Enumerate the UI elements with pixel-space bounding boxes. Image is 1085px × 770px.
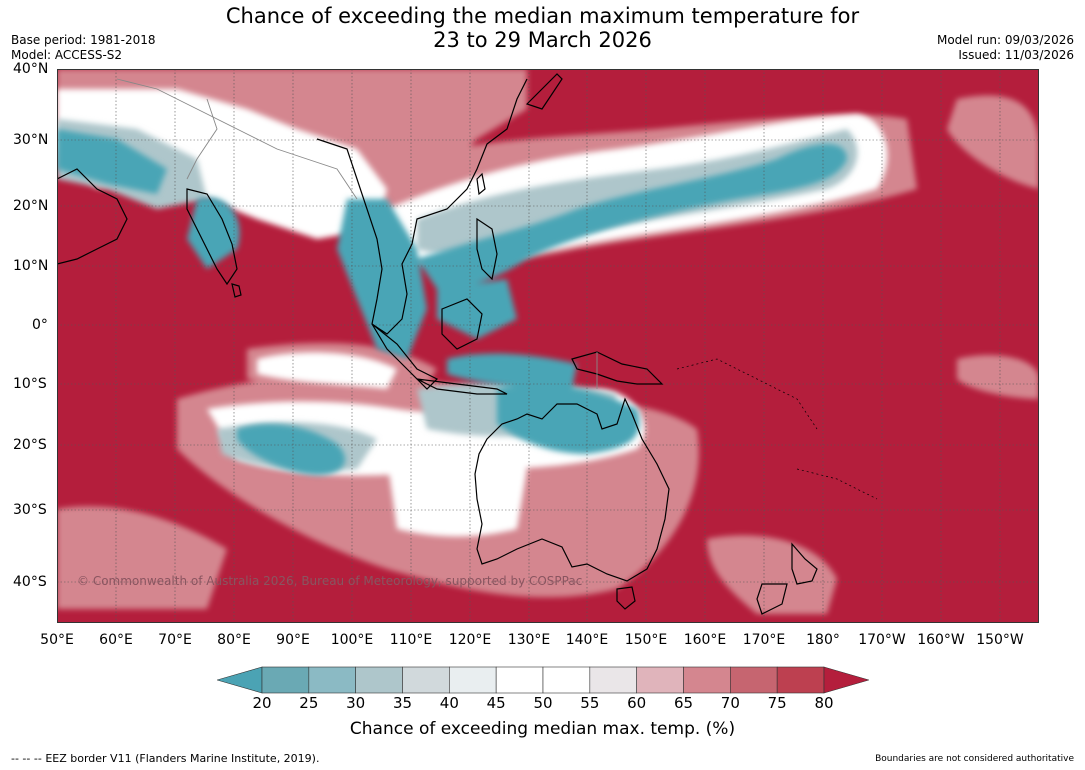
colorbar-tick-label: 20 bbox=[252, 694, 272, 712]
lon-label-160e: 160°E bbox=[683, 632, 727, 648]
model-name: Model: ACCESS-S2 bbox=[11, 48, 123, 62]
southeast-asia-coast bbox=[316, 78, 528, 335]
arabia-coast bbox=[57, 168, 128, 265]
lat-label-40s: 40°S bbox=[13, 574, 47, 590]
eez-legend-label: EEZ border V11 (Flanders Marine Institut… bbox=[45, 752, 320, 765]
colorbar-tick-label: 65 bbox=[673, 694, 694, 712]
japan-coast bbox=[525, 73, 563, 110]
map-title: Chance of exceeding the median maximum t… bbox=[0, 4, 1085, 52]
colorbar-swatch bbox=[776, 666, 825, 694]
australia-coast bbox=[474, 397, 670, 582]
colorbar-swatch bbox=[308, 666, 356, 694]
lat-label-10n: 10°N bbox=[13, 258, 49, 274]
colorbar-swatch bbox=[636, 666, 684, 694]
colorbar-tick-label: 40 bbox=[439, 694, 459, 712]
borneo-coast bbox=[441, 298, 483, 350]
lon-label-120e: 120°E bbox=[448, 632, 492, 648]
lon-label-80e: 80°E bbox=[217, 632, 251, 648]
colorbar-tick-label: 50 bbox=[533, 694, 553, 712]
colorbar-swatch bbox=[449, 666, 497, 694]
colorbar-tick-label: 60 bbox=[627, 694, 647, 712]
copyright-notice: © Commonwealth of Australia 2026, Bureau… bbox=[77, 574, 582, 588]
boundary-disclaimer: Boundaries are not considered authoritat… bbox=[875, 754, 1074, 764]
title-line-2: 23 to 29 March 2026 bbox=[433, 28, 652, 52]
colorbar-arrow-low bbox=[217, 666, 263, 694]
new-guinea-coast bbox=[571, 351, 664, 385]
colorbar-tick-label: 75 bbox=[767, 694, 787, 712]
lon-label-100e: 100°E bbox=[330, 632, 374, 648]
colorbar-tick-label: 30 bbox=[346, 694, 366, 712]
colorbar-swatch bbox=[402, 666, 450, 694]
lat-label-40n: 40°N bbox=[13, 61, 49, 77]
colorbar-swatch bbox=[730, 666, 778, 694]
coastlines bbox=[57, 73, 818, 615]
colorbar-tick-label: 45 bbox=[486, 694, 506, 712]
colorbar-arrow-high bbox=[823, 666, 869, 694]
eez-borders bbox=[676, 358, 878, 500]
eez-legend: -- -- -- EEZ border V11 (Flanders Marine… bbox=[11, 752, 319, 765]
java-coast bbox=[416, 378, 508, 395]
colorbar-tick-label: 35 bbox=[392, 694, 413, 712]
lon-label-150w: 150°W bbox=[976, 632, 1024, 648]
lon-label-170e: 170°E bbox=[742, 632, 786, 648]
sri-lanka-coast bbox=[231, 283, 242, 298]
colorbar-swatch bbox=[542, 666, 591, 694]
colorbar-swatch bbox=[261, 666, 310, 694]
lat-label-10s: 10°S bbox=[13, 376, 47, 392]
colorbar-tick-label: 70 bbox=[720, 694, 740, 712]
lon-label-130e: 130°E bbox=[507, 632, 551, 648]
map-frame bbox=[57, 69, 1039, 623]
issued-date: Issued: 11/03/2026 bbox=[958, 48, 1074, 62]
map-canvas: © Commonwealth of Australia 2026, Bureau… bbox=[57, 69, 1039, 623]
country-borders bbox=[116, 78, 598, 389]
lat-label-equator: 0° bbox=[32, 317, 48, 333]
colorbar-swatch bbox=[495, 666, 544, 694]
colorbar-tick-label: 80 bbox=[814, 694, 834, 712]
lon-label-150e: 150°E bbox=[624, 632, 668, 648]
philippines-coast bbox=[476, 217, 498, 281]
model-run: Model run: 09/03/2026 bbox=[936, 33, 1074, 47]
title-line-1: Chance of exceeding the median maximum t… bbox=[225, 4, 860, 28]
colorbar-title: Chance of exceeding median max. temp. (%… bbox=[349, 719, 736, 739]
lon-label-160w: 160°W bbox=[917, 632, 965, 648]
lon-label-140e: 140°E bbox=[565, 632, 609, 648]
lon-label-180: 180° bbox=[806, 632, 840, 648]
lon-label-170w: 170°W bbox=[858, 632, 906, 648]
colorbar-tick-label: 25 bbox=[299, 694, 319, 712]
tasmania-coast bbox=[616, 586, 636, 610]
lon-label-60e: 60°E bbox=[99, 632, 133, 648]
new-zealand-coast bbox=[756, 542, 818, 615]
eez-dashed-line-symbol: -- -- -- bbox=[11, 752, 42, 765]
meta-right: Model run: 09/03/2026 Issued: 11/03/2026 bbox=[937, 33, 1074, 63]
lat-label-20n: 20°N bbox=[13, 198, 49, 214]
india-coast bbox=[186, 188, 238, 286]
colorbar-graphic bbox=[217, 666, 869, 694]
meta-left: Base period: 1981-2018 Model: ACCESS-S2 bbox=[11, 33, 156, 63]
lon-label-110e: 110°E bbox=[389, 632, 433, 648]
colorbar-swatch bbox=[683, 666, 731, 694]
lon-label-90e: 90°E bbox=[276, 632, 310, 648]
colorbar-tick-label: 55 bbox=[580, 694, 600, 712]
lat-label-30n: 30°N bbox=[13, 132, 49, 148]
taiwan-coast bbox=[476, 172, 486, 196]
low-probability-zones bbox=[57, 129, 847, 475]
base-period: Base period: 1981-2018 bbox=[11, 33, 156, 47]
graticule bbox=[57, 69, 1039, 623]
lat-label-30s: 30°S bbox=[13, 502, 47, 518]
probability-map: © Commonwealth of Australia 2026, Bureau… bbox=[57, 69, 1039, 623]
colorbar bbox=[217, 666, 869, 694]
lon-label-50e: 50°E bbox=[40, 632, 74, 648]
sumatra-coast bbox=[371, 323, 439, 390]
colorbar-swatch bbox=[589, 666, 637, 694]
lon-label-70e: 70°E bbox=[158, 632, 192, 648]
lat-label-20s: 20°S bbox=[13, 437, 47, 453]
colorbar-swatch bbox=[355, 666, 403, 694]
